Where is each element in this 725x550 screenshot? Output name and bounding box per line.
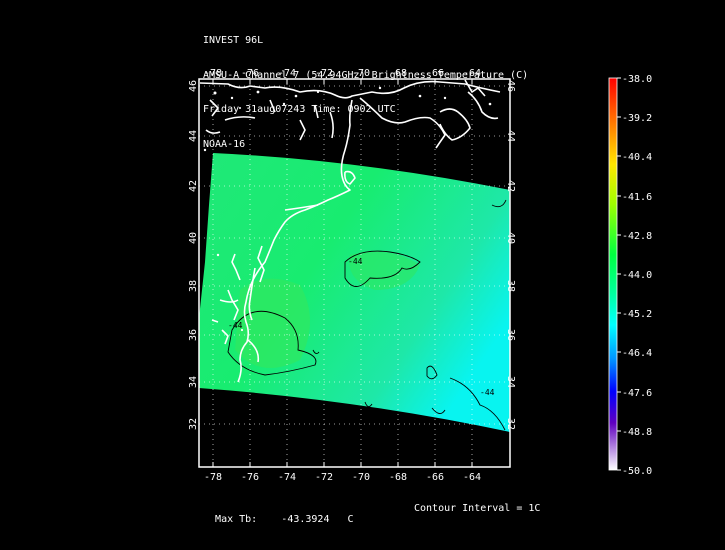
max-tb-unit: C [347, 514, 354, 525]
colorbar-label: -42.8 [622, 231, 652, 242]
contour-label: -44 [348, 257, 363, 266]
lat-tick-label: 38 [188, 280, 199, 292]
colorbar-ticks [617, 77, 621, 471]
colorbar-label: -48.8 [622, 427, 652, 438]
lat-tick-label: 40 [505, 232, 516, 244]
lat-tick-label: 38 [505, 280, 516, 292]
max-tb-value: -43.3924 [281, 514, 330, 525]
lat-tick-label: 36 [505, 329, 516, 341]
lat-tick-label: 32 [188, 418, 199, 430]
contour-interval-note: Contour Interval = 1C [414, 503, 541, 514]
lon-tick-label: -66 [426, 472, 444, 483]
observation-time: Friday 31aug07243 Time: 0902 UTC [203, 104, 396, 115]
colorbar-label: -38.0 [622, 74, 652, 85]
lat-tick-label: 32 [505, 418, 516, 430]
colorbar-labels: -38.0 -39.2 -40.4 -41.6 -42.8 -44.0 -45.… [622, 74, 652, 477]
lon-tick-label: -74 [278, 68, 296, 79]
lon-tick-label: -70 [352, 68, 370, 79]
satellite-name: NOAA-16 [203, 138, 246, 150]
lon-tick-label: -76 [241, 68, 259, 79]
max-tb-label: Max Tb: [215, 514, 258, 525]
max-tb-readout: Max Tb: -43.3924 C [203, 503, 354, 525]
contour-label: -44 [228, 321, 243, 330]
lat-tick-label: 42 [188, 180, 199, 192]
lon-ticks-top: -78 -76 -74 -72 -70 -68 -66 -64 [204, 68, 481, 79]
lon-tick-label: -68 [389, 68, 407, 79]
colorbar-label: -45.2 [622, 309, 652, 320]
lat-tick-label: 34 [505, 376, 516, 388]
lon-tick-label: -64 [463, 68, 481, 79]
colorbar-label: -39.2 [622, 113, 652, 124]
lat-ticks-right: 46 44 42 40 38 36 34 32 [505, 80, 516, 430]
storm-name: INVEST 96L [203, 35, 264, 46]
lon-tick-label: -72 [315, 472, 333, 483]
lon-ticks-bottom: -78 -76 -74 -72 -70 -68 -66 -64 [204, 472, 481, 483]
lat-tick-label: 46 [505, 80, 516, 92]
frame-ticks [212, 79, 473, 467]
lat-tick-label: 34 [188, 376, 199, 388]
lon-tick-label: -76 [241, 472, 259, 483]
lon-tick-label: -78 [204, 472, 222, 483]
contour-label: -44 [480, 388, 495, 397]
contour-lines [227, 199, 507, 431]
colorbar-label: -44.0 [622, 270, 652, 281]
lat-tick-label: 44 [188, 130, 199, 142]
lat-ticks-left: 46 44 42 40 38 36 34 32 [188, 80, 199, 430]
lat-tick-label: 44 [505, 130, 516, 142]
colorbar [608, 77, 618, 471]
map-frame [198, 78, 511, 468]
colorbar-label: -46.4 [622, 348, 652, 359]
product-title: AMSU-A Channel 7 (54.94GHz) Brightness T… [203, 69, 529, 81]
lon-tick-label: -78 [204, 68, 222, 79]
islands [203, 86, 492, 332]
product-header: INVEST 96L AMSU-A Channel 7 (54.94GHz) B… [203, 12, 528, 162]
lon-tick-label: -74 [278, 472, 296, 483]
lon-tick-label: -70 [352, 472, 370, 483]
colorbar-label: -47.6 [622, 388, 652, 399]
lon-tick-label: -68 [389, 472, 407, 483]
colorbar-label: -50.0 [622, 466, 652, 477]
lon-tick-label: -72 [315, 68, 333, 79]
lat-tick-label: 46 [188, 80, 199, 92]
lat-tick-label: 40 [188, 232, 199, 244]
colorbar-label: -41.6 [622, 192, 652, 203]
lat-tick-label: 36 [188, 329, 199, 341]
lon-tick-label: -66 [426, 68, 444, 79]
coastline [199, 79, 501, 383]
colorbar-label: -40.4 [622, 152, 652, 163]
warm-patch-2 [349, 251, 420, 290]
lon-tick-label: -64 [463, 472, 481, 483]
lat-tick-label: 42 [505, 180, 516, 192]
